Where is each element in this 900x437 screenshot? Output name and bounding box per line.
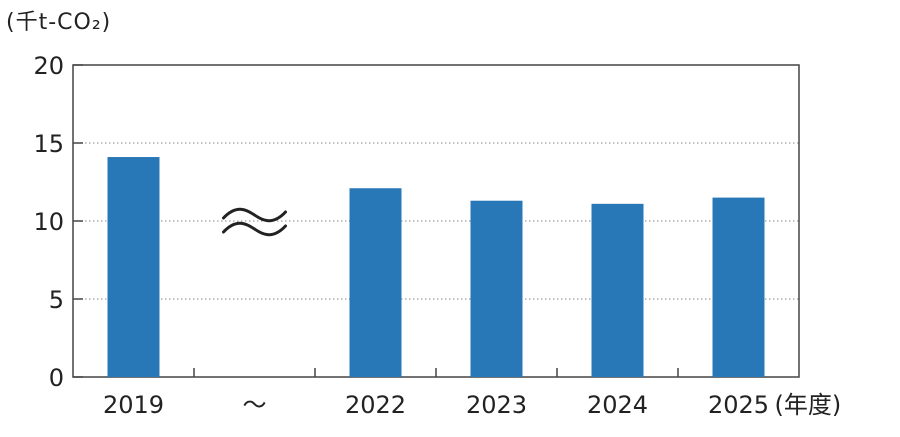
x-tick-label: 2025 (708, 391, 769, 419)
axis-break (222, 207, 287, 237)
wave-line (222, 207, 287, 223)
y-axis-ticks: 0 5 10 15 20 (33, 52, 83, 392)
bars (107, 157, 765, 377)
x-tick-label: 2024 (587, 391, 648, 419)
bar-2023 (470, 200, 523, 377)
x-tick-label: 2019 (103, 391, 164, 419)
x-tick-label: 2023 (466, 391, 527, 419)
x-tick-label: 2022 (345, 391, 406, 419)
y-tick-label: 20 (33, 52, 64, 80)
y-unit-label: (千t-CO₂) (6, 10, 112, 35)
wave-line (222, 221, 287, 237)
x-unit-label: (年度) (775, 391, 842, 419)
x-tick-label: ～ (243, 391, 267, 419)
bar-2025 (712, 197, 765, 377)
bar-2019 (107, 157, 160, 377)
gridlines (73, 142, 799, 300)
bar-2024 (591, 203, 644, 377)
y-tick-label: 10 (33, 208, 64, 236)
axis-break-symbol (222, 207, 287, 237)
y-tick-label: 5 (49, 286, 64, 314)
bar-2022 (349, 188, 402, 377)
y-tick-label: 0 (49, 364, 64, 392)
y-tick-label: 15 (33, 130, 64, 158)
x-axis-ticks: 2019 ～ 2022 2023 2024 2025 (年度) (103, 368, 841, 419)
